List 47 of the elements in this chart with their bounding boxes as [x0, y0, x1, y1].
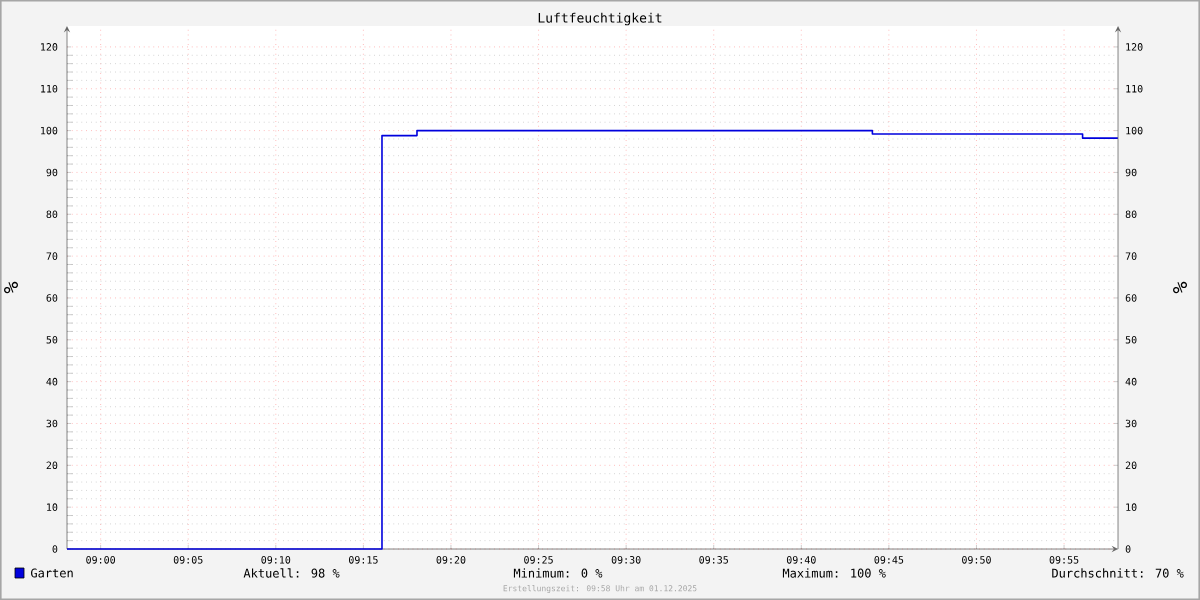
y2-tick-label: 50 — [1125, 336, 1137, 344]
y-tick-label: 50 — [46, 336, 58, 344]
x-tick-label: 09:10 — [261, 556, 291, 564]
y-tick-label: 120 — [41, 43, 58, 51]
y-tick-label: 10 — [47, 503, 58, 511]
x-tick-label: 09:15 — [348, 556, 378, 564]
y2-tick-label: 90 — [1125, 168, 1137, 177]
x-tick-label: 09:50 — [962, 556, 991, 564]
y-tick-label: 0 — [52, 545, 58, 553]
text: Durchschnitt: 70 % — [1052, 568, 1184, 578]
x-tick-label: 09:05 — [173, 556, 203, 564]
y2-tick-label: 60 — [1125, 294, 1137, 302]
y-tick-label: 40 — [46, 377, 58, 386]
text: Erstellungszeit: 09:58 Uhr am 01.12.2025 — [503, 585, 697, 593]
x-tick-label: 09:35 — [699, 556, 728, 564]
y2-axis-title: % — [1173, 281, 1188, 294]
y2-tick-label: 0 — [1125, 545, 1131, 553]
y-tick-label: 60 — [46, 294, 58, 302]
y-axis-title: % — [4, 281, 18, 294]
y2-tick-label: 110 — [1126, 84, 1143, 93]
y-tick-label: 70 — [46, 252, 58, 260]
y2-tick-label: 70 — [1125, 252, 1137, 260]
y-tick-label: 110 — [41, 84, 58, 93]
chart-title: Luftfeuchtigkeit — [538, 12, 662, 26]
y-tick-label: 100 — [41, 126, 58, 135]
y2-tick-label: 30 — [1125, 419, 1137, 428]
y2-tick-label: 80 — [1125, 210, 1137, 219]
x-tick-label: 09:45 — [874, 556, 904, 564]
x-tick-label: 09:00 — [86, 556, 116, 564]
y-tick-label: 80 — [46, 210, 58, 219]
x-tick-label: 09:25 — [524, 556, 553, 564]
y-tick-label: 90 — [46, 168, 58, 177]
y-tick-label: 20 — [46, 461, 58, 470]
x-tick-label: 09:55 — [1049, 556, 1079, 564]
text: Maximum: 100 % — [782, 568, 886, 578]
y2-tick-label: 20 — [1125, 461, 1137, 470]
x-tick-label: 09:20 — [436, 556, 466, 564]
y-tick-label: 30 — [46, 419, 58, 428]
y2-tick-label: 40 — [1125, 377, 1137, 386]
text: Minimum: 0 % — [513, 568, 603, 578]
legend-label: Garten — [31, 568, 73, 578]
y2-tick-label: 120 — [1126, 43, 1143, 51]
y2-tick-label: 10 — [1126, 503, 1137, 511]
x-tick-label: 09:40 — [786, 556, 816, 564]
text: Aktuell: 98 % — [243, 568, 340, 578]
y2-tick-label: 100 — [1126, 126, 1143, 135]
x-tick-label: 09:30 — [611, 556, 641, 564]
